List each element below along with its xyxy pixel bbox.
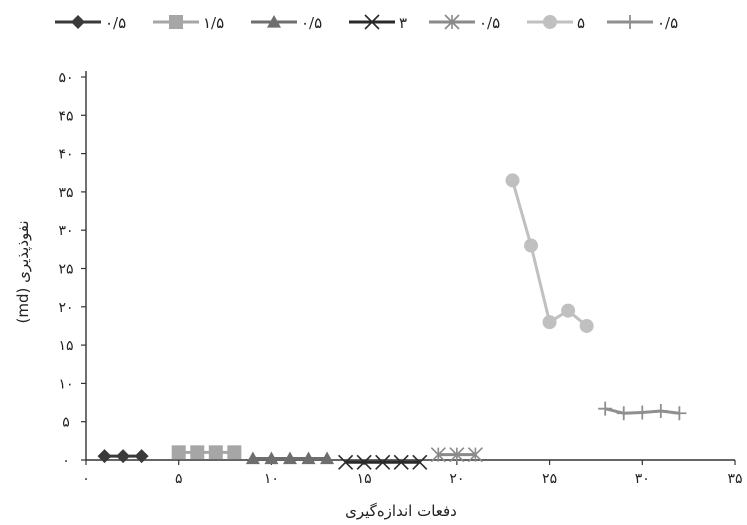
- legend-item: ۰/۵: [429, 14, 500, 32]
- data-point: [227, 445, 242, 460]
- legend-label: ۰/۵: [105, 14, 126, 32]
- data-point: [375, 454, 391, 470]
- data-point: [116, 449, 131, 464]
- legend-marker: [169, 15, 183, 29]
- x-tick-label: ۲۵: [542, 471, 557, 487]
- legend-label: ۰/۵: [301, 14, 322, 32]
- y-tick-label: ۳۰: [58, 223, 73, 239]
- data-point: [171, 445, 186, 460]
- x-tick-label: ۵: [175, 471, 183, 487]
- x-tick-label: ۲۰: [449, 471, 464, 487]
- data-point: [412, 454, 428, 470]
- x-tick-label: ۱۰: [264, 471, 279, 487]
- data-point: [561, 303, 576, 318]
- legend-label: ۱/۵: [203, 14, 224, 32]
- data-point: [467, 447, 483, 463]
- data-point: [616, 406, 631, 421]
- data-point: [320, 451, 335, 465]
- legend-marker: [267, 15, 281, 28]
- x-axis-label: دفعات اندازه‌گیری: [345, 502, 457, 520]
- legend-marker: [623, 15, 637, 29]
- y-tick-label: ۳۵: [58, 185, 73, 201]
- legend-marker: [444, 14, 460, 30]
- legend-label: ۰/۵: [479, 14, 500, 32]
- y-tick-label: ۰: [62, 453, 70, 469]
- data-point: [190, 445, 205, 460]
- y-tick-label: ۴۰: [58, 147, 73, 163]
- y-tick-label: ۱۵: [58, 338, 73, 354]
- data-point: [579, 318, 594, 333]
- legend-label: ۵: [577, 14, 585, 32]
- x-tick-label: ۳۵: [727, 471, 742, 487]
- y-tick-label: ۵: [62, 415, 70, 431]
- chart-series: [97, 173, 687, 470]
- legend-item: ۰/۵: [251, 14, 322, 32]
- series-4: [338, 454, 428, 470]
- legend-label: ۳: [399, 14, 407, 32]
- y-axis-label: نفوذپذیری (md): [14, 220, 33, 323]
- data-point: [356, 454, 372, 470]
- data-point: [245, 451, 260, 465]
- x-tick-label: ۳۰: [635, 471, 650, 487]
- data-point: [264, 451, 279, 465]
- data-point: [653, 403, 668, 418]
- series-3: [245, 451, 335, 465]
- data-point: [430, 447, 446, 463]
- legend-item: ۰/۵: [607, 14, 678, 32]
- data-point: [635, 405, 650, 420]
- data-point: [282, 451, 297, 465]
- y-tick-label: ۴۵: [58, 108, 73, 124]
- data-point: [672, 406, 687, 421]
- data-point: [97, 449, 112, 464]
- legend-marker: [543, 15, 557, 29]
- y-tick-label: ۵۰: [58, 70, 73, 86]
- legend-marker: [71, 15, 85, 29]
- series-6: [505, 173, 594, 333]
- data-point: [449, 447, 465, 463]
- data-point: [598, 401, 613, 416]
- legend-item: ۱/۵: [153, 14, 224, 32]
- series-1: [97, 449, 149, 464]
- y-tick-label: ۲۵: [58, 262, 73, 278]
- data-point: [524, 238, 539, 253]
- legend-marker: [364, 14, 380, 30]
- series-5: [430, 447, 483, 463]
- series-line: [511, 179, 588, 328]
- y-tick-label: ۲۰: [58, 300, 73, 316]
- legend-item: ۵: [527, 14, 585, 32]
- data-point: [208, 445, 223, 460]
- data-point: [393, 454, 409, 470]
- data-point: [542, 315, 557, 330]
- legend-item: ۳: [349, 14, 407, 32]
- series-2: [171, 445, 242, 460]
- data-point: [505, 173, 520, 188]
- data-point: [134, 449, 149, 464]
- x-tick-label: ۱۵: [357, 471, 372, 487]
- legend-label: ۰/۵: [657, 14, 678, 32]
- x-tick-label: ۰: [82, 471, 90, 487]
- y-tick-label: ۱۰: [58, 376, 73, 392]
- data-point: [301, 451, 316, 465]
- legend-item: ۰/۵: [55, 14, 126, 32]
- chart-legend: ۰/۵ ۱/۵ ۰/۵ ۳ ۰/۵ ۵ ۰/۵: [55, 14, 678, 32]
- series-7: [598, 401, 687, 421]
- data-point: [338, 454, 354, 470]
- chart-axes: ۰ ۵ ۱۰ ۱۵ ۲۰ ۲۵ ۳۰ ۳۵ ۰ ۵ ۱۰ ۱۵ ۲۰ ۲۵ ۳۰ ۳۵ ۴۰ ۴۵ ۵۰: [58, 70, 742, 487]
